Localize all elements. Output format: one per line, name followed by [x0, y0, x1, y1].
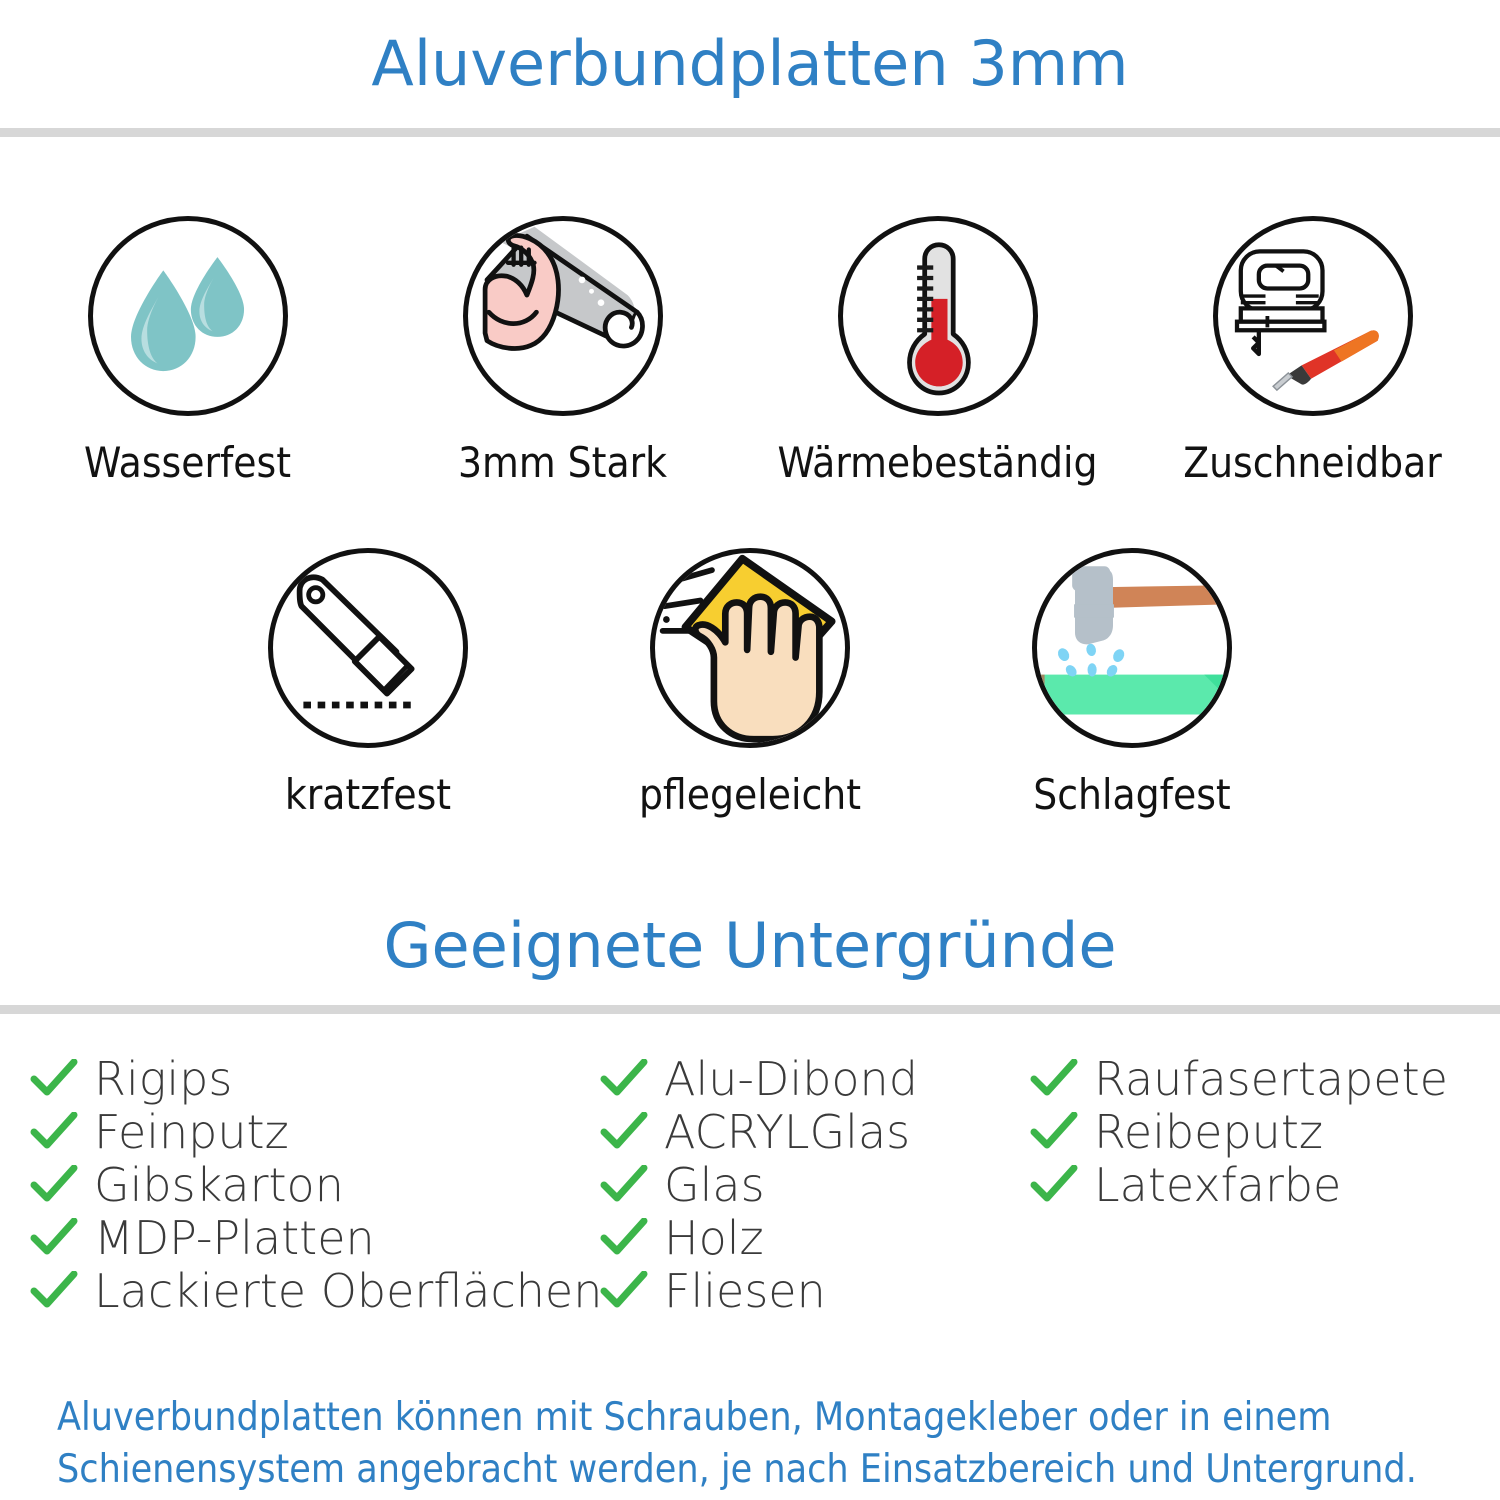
footer-note: Aluverbundplatten können mit Schrauben, …	[57, 1395, 1417, 1492]
feature-row-1: Wasserfest	[0, 216, 1500, 487]
check-icon	[30, 1271, 78, 1311]
check-icon	[30, 1165, 78, 1205]
substrates-checklist: Rigips Feinputz Gibskarton MDP-Platten	[0, 1053, 1500, 1318]
list-item-label: Glas	[664, 1158, 765, 1212]
feature-wasserfest: Wasserfest	[0, 216, 375, 487]
check-icon	[600, 1112, 648, 1152]
check-icon	[1030, 1165, 1078, 1205]
jigsaw-and-knife-icon	[1212, 216, 1413, 416]
list-item: MDP-Platten	[30, 1212, 600, 1264]
check-icon	[600, 1165, 648, 1205]
feature-label: kratzfest	[284, 770, 452, 819]
feature-label: Wärmebeständig	[777, 438, 1098, 487]
flexing-arm-icon	[462, 216, 663, 416]
check-icon	[600, 1059, 648, 1099]
list-item: Gibskarton	[30, 1159, 600, 1211]
list-item-label: Latexfarbe	[1094, 1158, 1342, 1212]
substrate-column-2: Alu-Dibond ACRYLGlas Glas Holz	[600, 1053, 1030, 1318]
divider-top	[0, 128, 1500, 137]
substrate-column-3: Raufasertapete Reibeputz Latexfarbe	[1030, 1053, 1460, 1318]
list-item-label: Reibeputz	[1094, 1105, 1324, 1159]
list-item-label: ACRYLGlas	[664, 1105, 911, 1159]
page-title: Aluverbundplatten 3mm	[371, 27, 1129, 100]
feature-kratzfest: kratzfest	[177, 548, 559, 819]
list-item: Holz	[600, 1212, 1030, 1264]
list-item-label: MDP-Platten	[94, 1211, 375, 1265]
hammer-impact-icon	[1032, 548, 1232, 748]
list-item-label: Fliesen	[664, 1264, 826, 1318]
list-item-label: Lackierte Oberflächen	[94, 1264, 603, 1318]
list-item: Latexfarbe	[1030, 1159, 1460, 1211]
thermometer-icon	[837, 216, 1038, 416]
feature-3mm-stark: 3mm Stark	[375, 216, 750, 487]
check-icon	[600, 1218, 648, 1258]
list-item-label: Raufasertapete	[1094, 1052, 1448, 1106]
list-item: Lackierte Oberflächen	[30, 1264, 603, 1318]
divider-middle	[0, 1005, 1500, 1014]
list-item: Fliesen	[600, 1265, 1030, 1317]
feature-label: Schlagfest	[1033, 770, 1231, 819]
feature-schlagfest: Schlagfest	[941, 548, 1323, 819]
check-icon	[1030, 1112, 1078, 1152]
feature-row-2: kratzfest pflegelei	[0, 548, 1500, 819]
feature-label: Wasserfest	[83, 438, 292, 487]
list-item: ACRYLGlas	[600, 1106, 1030, 1158]
list-item-label: Feinputz	[94, 1105, 289, 1159]
feature-label: Zuschneidbar	[1183, 438, 1442, 487]
feature-zuschneidbar: Zuschneidbar	[1125, 216, 1500, 487]
feature-label: 3mm Stark	[457, 438, 667, 487]
check-icon	[1030, 1059, 1078, 1099]
cutter-knife-icon	[268, 548, 468, 748]
check-icon	[600, 1271, 648, 1311]
list-item: Feinputz	[30, 1106, 600, 1158]
list-item-label: Rigips	[94, 1052, 233, 1106]
check-icon	[30, 1112, 78, 1152]
list-item: Rigips	[30, 1053, 600, 1105]
hand-wiping-cloth-icon	[650, 548, 850, 748]
check-icon	[30, 1059, 78, 1099]
list-item-label: Holz	[664, 1211, 764, 1265]
water-drops-icon	[87, 216, 288, 416]
list-item: Alu-Dibond	[600, 1053, 1030, 1105]
list-item: Raufasertapete	[1030, 1053, 1460, 1105]
check-icon	[30, 1218, 78, 1258]
list-item: Reibeputz	[1030, 1106, 1460, 1158]
substrates-heading: Geeignete Untergründe	[383, 909, 1117, 982]
list-item-label: Gibskarton	[94, 1158, 344, 1212]
substrate-column-1: Rigips Feinputz Gibskarton MDP-Platten	[0, 1053, 603, 1318]
feature-label: pflegeleicht	[638, 770, 862, 819]
list-item: Glas	[600, 1159, 1030, 1211]
feature-pflegeleicht: pflegeleicht	[559, 548, 941, 819]
list-item-label: Alu-Dibond	[664, 1052, 918, 1106]
feature-waermebestaendig: Wärmebeständig	[750, 216, 1125, 487]
